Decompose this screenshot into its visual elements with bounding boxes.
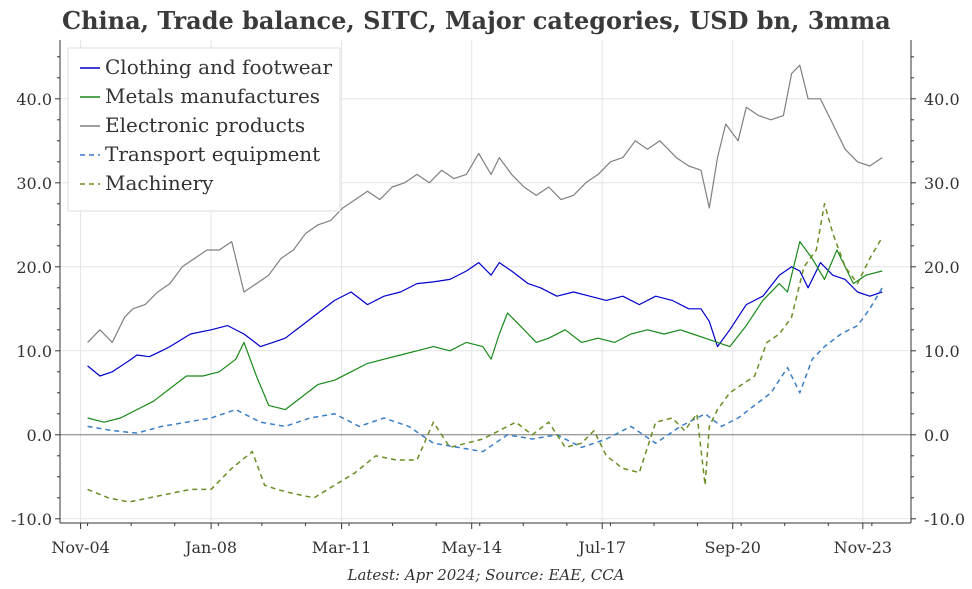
legend-box xyxy=(67,47,341,212)
legend-label-clothing: Clothing and footwear xyxy=(105,55,332,79)
y-tick-label-left: 10.0 xyxy=(16,342,52,361)
x-tick-label: Jul-17 xyxy=(576,538,626,557)
series-line-machinery xyxy=(87,203,883,503)
y-tick-label-left: 0.0 xyxy=(27,426,52,445)
y-tick-label-right: -10.0 xyxy=(924,510,965,529)
y-tick-label-left: -10.0 xyxy=(11,510,52,529)
y-tick-label-left: 20.0 xyxy=(16,258,52,277)
legend-label-electronic: Electronic products xyxy=(105,113,305,137)
y-tick-label-right: 0.0 xyxy=(924,426,949,445)
x-tick-label: Sep-20 xyxy=(705,538,761,557)
y-tick-label-right: 10.0 xyxy=(924,342,960,361)
source-note: Latest: Apr 2024; Source: EAE, CCA xyxy=(347,566,625,584)
legend-label-machinery: Machinery xyxy=(105,171,214,195)
x-tick-label: Mar-11 xyxy=(312,538,371,557)
series-line-clothing xyxy=(87,262,883,377)
series-line-metals xyxy=(87,241,883,423)
x-tick-label: Nov-04 xyxy=(51,538,109,557)
y-tick-label-left: 40.0 xyxy=(16,90,52,109)
legend-label-transport: Transport equipment xyxy=(105,142,320,166)
legend: Clothing and footwear Metals manufactures… xyxy=(67,47,341,212)
legend-label-metals: Metals manufactures xyxy=(105,84,320,108)
series-line-electronic xyxy=(87,64,883,343)
x-tick-label: May-14 xyxy=(441,538,502,557)
x-tick-label: Nov-23 xyxy=(834,538,892,557)
axes: -10.0 -10.0 0.0 0.0 10.0 10.0 20.0 20.0 30.0 30.0… xyxy=(11,40,965,557)
y-tick-label-right: 20.0 xyxy=(924,258,960,277)
y-tick-label-left: 30.0 xyxy=(16,174,52,193)
y-tick-label-right: 40.0 xyxy=(924,90,960,109)
x-tick-label: Jan-08 xyxy=(183,538,237,557)
series-lines xyxy=(87,64,883,503)
series-line-transport xyxy=(87,287,883,453)
chart: -10.0 -10.0 0.0 0.0 10.0 10.0 20.0 20.0 30.0 30.0… xyxy=(11,40,965,557)
y-tick-label-right: 30.0 xyxy=(924,174,960,193)
chart-title: China, Trade balance, SITC, Major catego… xyxy=(62,6,891,35)
